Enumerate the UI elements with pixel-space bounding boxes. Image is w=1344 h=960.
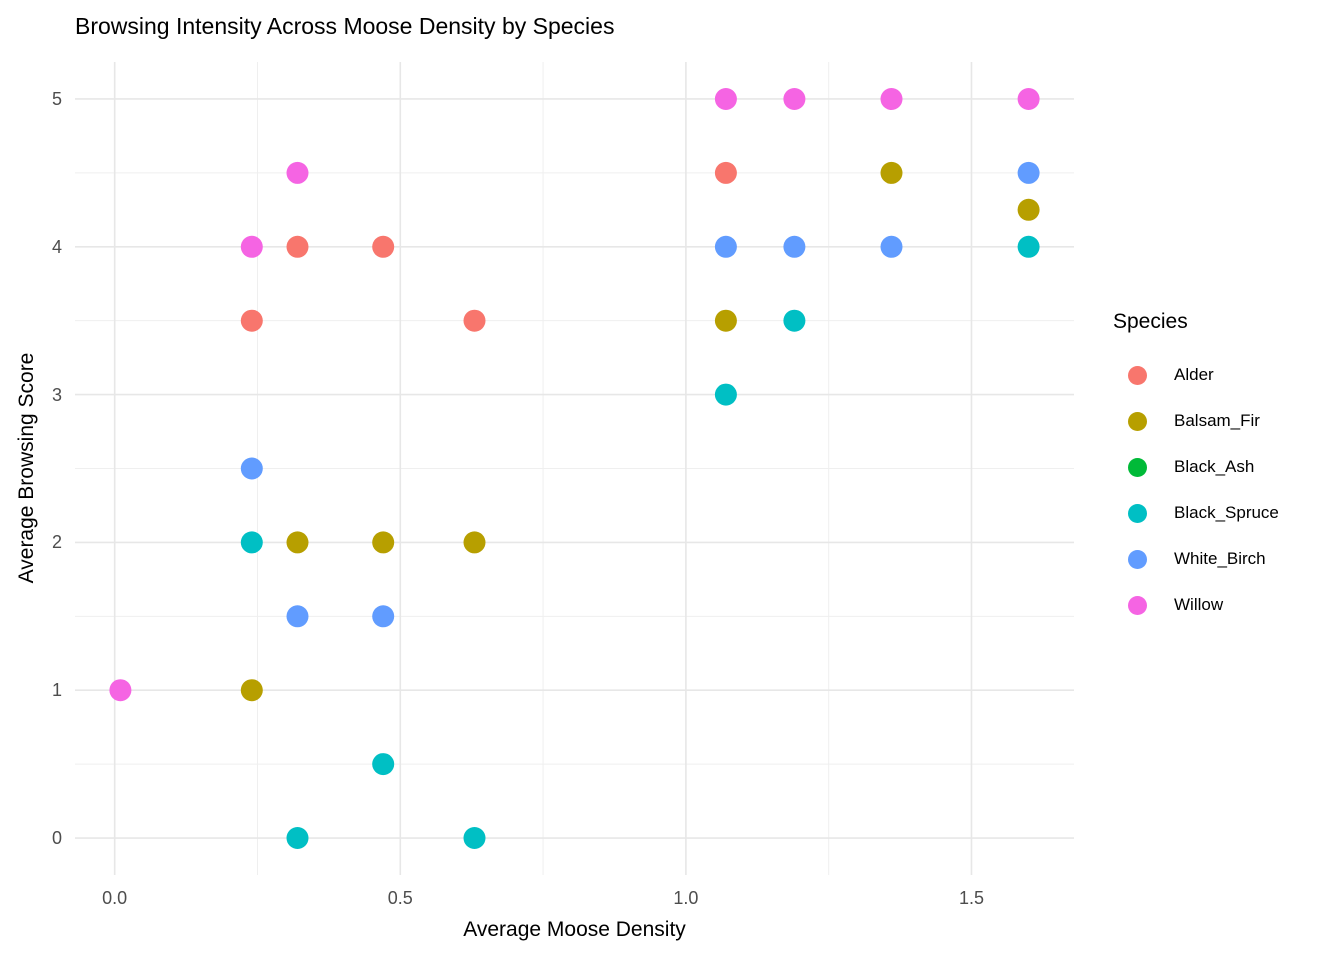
data-point-alder bbox=[463, 309, 486, 332]
data-point-white_birch bbox=[714, 235, 737, 258]
x-tick-label: 0.0 bbox=[102, 888, 128, 908]
data-point-alder bbox=[240, 309, 263, 332]
data-point-white_birch bbox=[880, 235, 903, 258]
data-point-alder bbox=[714, 161, 737, 184]
legend-items: Alder Balsam_Fir Black_Ash Black_Spruce Whit… bbox=[1113, 352, 1279, 628]
data-point-balsam_fir bbox=[463, 531, 486, 554]
x-tick-label: 1.5 bbox=[958, 888, 984, 908]
legend-item-label: Black_Spruce bbox=[1174, 503, 1279, 522]
data-point-balsam_fir bbox=[286, 531, 309, 554]
legend-swatch-icon bbox=[1128, 411, 1147, 431]
data-point-white_birch bbox=[1017, 161, 1040, 184]
data-point-balsam_fir bbox=[714, 309, 737, 332]
data-point-white_birch bbox=[240, 457, 263, 480]
data-point-black_spruce bbox=[783, 309, 806, 332]
legend-item-label: Willow bbox=[1174, 595, 1224, 614]
data-point-black_spruce bbox=[372, 753, 395, 776]
data-point-balsam_fir bbox=[240, 679, 263, 702]
data-point-balsam_fir bbox=[372, 531, 395, 554]
data-point-willow bbox=[1017, 88, 1040, 110]
data-point-white_birch bbox=[372, 605, 395, 628]
legend-title: Species bbox=[1113, 310, 1188, 333]
data-point-black_spruce bbox=[1017, 235, 1040, 258]
y-tick-label: 5 bbox=[51, 88, 62, 109]
data-point-willow bbox=[109, 679, 132, 702]
data-point-balsam_fir bbox=[880, 161, 903, 184]
y-tick-label: 2 bbox=[51, 532, 62, 553]
legend-item-black_spruce: Black_Spruce bbox=[1113, 490, 1279, 536]
legend-item-white_birch: White_Birch bbox=[1113, 536, 1279, 582]
legend-item-black_ash: Black_Ash bbox=[1113, 444, 1279, 490]
data-point-black_spruce bbox=[463, 827, 486, 849]
data-point-white_birch bbox=[783, 235, 806, 258]
legend-swatch-icon bbox=[1128, 595, 1147, 615]
legend-item-label: Balsam_Fir bbox=[1174, 411, 1260, 430]
x-tick-label: 1.0 bbox=[673, 888, 699, 908]
data-point-black_spruce bbox=[240, 531, 263, 554]
legend-swatch-icon bbox=[1128, 549, 1147, 569]
data-point-black_spruce bbox=[286, 827, 309, 849]
chart-title: Browsing Intensity Across Moose Density … bbox=[75, 13, 615, 39]
legend-swatch-icon bbox=[1128, 365, 1147, 385]
y-tick-label: 3 bbox=[51, 384, 62, 405]
x-axis-title: Average Moose Density bbox=[463, 918, 686, 941]
species-legend: Species Alder Balsam_Fir Black_Ash Black_Sp… bbox=[1113, 310, 1279, 628]
y-tick-label: 1 bbox=[51, 680, 62, 701]
data-point-alder bbox=[372, 235, 395, 258]
legend-item-alder: Alder bbox=[1113, 352, 1279, 398]
data-point-alder bbox=[286, 235, 309, 258]
legend-swatch-icon bbox=[1128, 503, 1147, 523]
data-point-white_birch bbox=[286, 605, 309, 628]
data-point-willow bbox=[714, 88, 737, 110]
legend-item-label: Black_Ash bbox=[1174, 457, 1255, 476]
x-tick-label: 0.5 bbox=[387, 888, 413, 908]
data-point-willow bbox=[286, 161, 309, 184]
data-point-balsam_fir bbox=[1017, 198, 1040, 221]
legend-item-willow: Willow bbox=[1113, 582, 1279, 628]
legend-item-label: White_Birch bbox=[1174, 549, 1266, 568]
plot-panel bbox=[75, 62, 1074, 875]
data-point-willow bbox=[880, 88, 903, 110]
data-point-black_spruce bbox=[714, 383, 737, 406]
legend-item-label: Alder bbox=[1174, 365, 1214, 384]
legend-swatch-icon bbox=[1128, 457, 1147, 477]
data-point-willow bbox=[240, 235, 263, 258]
y-tick-label: 4 bbox=[51, 236, 62, 257]
legend-item-balsam_fir: Balsam_Fir bbox=[1113, 398, 1279, 444]
y-tick-label: 0 bbox=[51, 828, 62, 849]
data-point-willow bbox=[783, 88, 806, 110]
